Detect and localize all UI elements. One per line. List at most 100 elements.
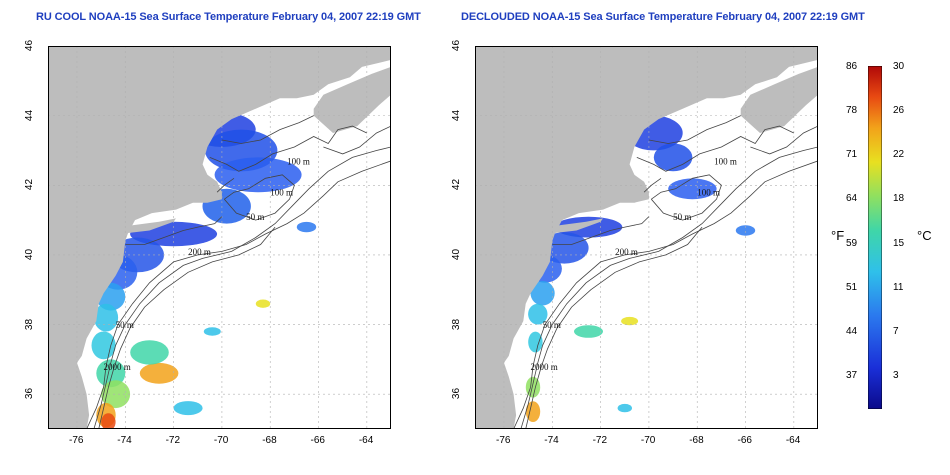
sst-patch	[528, 331, 543, 353]
contour-line	[323, 125, 391, 155]
contour-line	[216, 177, 235, 193]
contour-label: 2000 m	[531, 362, 558, 372]
contour-label: 50 m	[673, 212, 691, 222]
x-tick-label: -74	[117, 435, 132, 446]
sst-patch	[735, 225, 756, 236]
contour-label: 100 m	[697, 188, 720, 198]
colorbar-fahrenheit-tick: 86	[846, 61, 858, 72]
contour-label: 2000 m	[104, 362, 131, 372]
x-tick-label: -74	[544, 435, 559, 446]
bathymetry-contours	[86, 115, 391, 429]
y-tick-label: 40	[451, 248, 463, 260]
sst-patch	[525, 401, 541, 422]
colorbar-fahrenheit-tick: 78	[846, 105, 858, 117]
bathymetry-contours	[513, 115, 818, 429]
y-tick-label: 42	[451, 179, 463, 191]
colorbar-celsius-unit: °C	[917, 228, 932, 243]
colorbar-fahrenheit-tick: 44	[846, 325, 858, 337]
contour-line	[520, 146, 818, 429]
contour-label: 100 m	[270, 188, 293, 198]
x-tick-label: -68	[262, 435, 277, 446]
x-tick-label: -68	[689, 435, 704, 446]
contour-label: 50 m	[543, 320, 561, 330]
grid-lines	[48, 46, 391, 429]
sst-patch	[668, 178, 717, 200]
x-tick-label: -76	[495, 435, 511, 446]
colorbar-celsius-tick: 11	[893, 281, 904, 293]
y-tick-label: 44	[24, 109, 36, 121]
nova-scotia-land	[740, 66, 818, 133]
contour-line	[648, 115, 741, 144]
colorbar-gradient	[868, 66, 882, 409]
colorbar-fahrenheit-tick: 37	[846, 370, 858, 381]
colorbar-celsius-tick: 26	[893, 105, 905, 117]
contour-line	[86, 160, 391, 429]
sst-patch	[574, 325, 603, 338]
contour-line	[209, 125, 367, 172]
map-frame	[475, 46, 818, 429]
colorbar-fahrenheit-tick: 64	[846, 193, 858, 205]
contour-label: 200 m	[188, 247, 211, 257]
sst-patch	[173, 401, 203, 416]
x-tick-label: -72	[592, 435, 608, 446]
sst-patch	[621, 316, 639, 326]
sst-patch	[653, 143, 693, 172]
colorbar-celsius-tick: 7	[893, 325, 899, 337]
y-tick-label: 36	[24, 388, 36, 400]
sst-patch	[203, 327, 221, 336]
colorbar-celsius-tick: 3	[893, 370, 899, 381]
y-tick-label: 36	[451, 388, 463, 400]
colorbar-fahrenheit-tick: 51	[846, 281, 858, 293]
sst-patch	[130, 340, 169, 365]
left-map-svg: 100 m 100 m 50 m 200 m 50 m 2000 m	[48, 46, 391, 429]
sst-patch	[255, 299, 271, 308]
temperature-colorbar	[868, 66, 882, 409]
contour-line	[636, 125, 794, 172]
contour-line	[750, 125, 818, 155]
y-tick-label: 42	[24, 179, 36, 191]
contour-label: 50 m	[116, 320, 134, 330]
colorbar-celsius-tick: 22	[893, 149, 905, 161]
sst-patch	[528, 303, 548, 325]
sst-patch	[617, 403, 632, 413]
contour-line	[125, 216, 223, 245]
colorbar-fahrenheit-tick: 71	[846, 149, 858, 161]
sst-patch	[101, 413, 116, 429]
x-tick-label: -70	[213, 435, 229, 446]
sst-patch	[214, 157, 302, 193]
x-tick-label: -76	[68, 435, 84, 446]
land-mass	[475, 46, 818, 429]
contour-line	[513, 160, 818, 429]
y-tick-label: 38	[24, 318, 36, 330]
colorbar-fahrenheit-tick: 59	[846, 237, 858, 249]
y-tick-label: 46	[24, 39, 36, 52]
right-map-svg: 100 m 100 m 50 m 200 m 50 m 2000 m	[475, 46, 818, 429]
x-tick-label: -72	[165, 435, 181, 446]
sst-patch	[139, 362, 179, 384]
contour-line	[221, 115, 314, 144]
x-tick-label: -66	[310, 435, 325, 446]
colorbar-celsius-tick: 15	[893, 237, 905, 249]
colorbar-celsius-tick: 18	[893, 193, 905, 205]
land-mass	[48, 46, 391, 429]
contour-label: 200 m	[615, 247, 638, 257]
long-island-land	[125, 218, 176, 234]
right-map-title: DECLOUDED NOAA-15 Sea Surface Temperatur…	[461, 11, 865, 23]
contour-line	[650, 174, 722, 221]
sst-patch	[96, 359, 126, 388]
contour-line	[223, 174, 295, 221]
contour-label: 50 m	[246, 212, 264, 222]
long-island-land	[552, 218, 603, 234]
contour-label: 100 m	[287, 156, 310, 166]
nova-scotia-land	[313, 66, 391, 133]
contour-line	[98, 226, 276, 429]
x-tick-label: -70	[640, 435, 656, 446]
left-map-title: RU COOL NOAA-15 Sea Surface Temperature …	[36, 11, 421, 23]
colorbar-fahrenheit-unit: °F	[831, 228, 845, 243]
sst-patch	[530, 281, 555, 306]
contour-line	[525, 226, 703, 429]
contour-line	[643, 177, 662, 193]
colorbar-celsius-tick: 30	[893, 61, 905, 72]
sst-patch	[296, 221, 317, 233]
contour-label: 100 m	[714, 156, 737, 166]
